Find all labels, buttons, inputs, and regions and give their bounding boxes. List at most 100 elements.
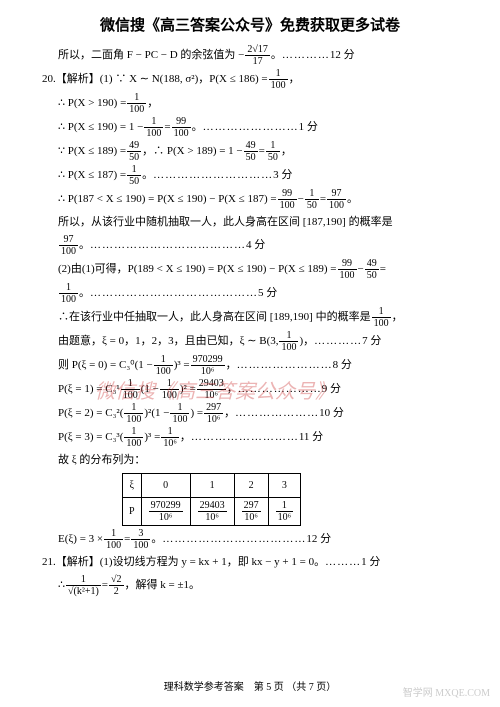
line-18: E(ξ) = 3 × 1100 = 3100 。 ……………………………… 12… [42, 528, 458, 551]
frac: 3100 [131, 528, 150, 551]
points: 11 分 [299, 427, 323, 448]
text: P(ξ = 2) = C₃²( [58, 403, 123, 424]
text: 21.【解析】(1)设切线方程为 y = kx + 1，即 kx − y + 1… [42, 552, 325, 573]
text: ，解得 k = ±1。 [125, 575, 201, 596]
text: P(ξ = 3) = C₃³( [58, 427, 123, 448]
frac: 99100 [278, 188, 297, 211]
points: 7 分 [362, 331, 381, 352]
text: E(ξ) = 3 × [58, 529, 103, 550]
frac: 110⁶ [161, 426, 179, 449]
text: ， [289, 69, 300, 90]
frac: 1100 [104, 528, 123, 551]
frac: 1100 [127, 92, 146, 115]
frac: 97100 [59, 234, 78, 257]
dots: ……… [325, 552, 361, 573]
cell: 2 [234, 473, 268, 497]
text: )²(1 − [144, 403, 169, 424]
dots: ………… [282, 45, 330, 66]
cell: 2940310⁶ [190, 497, 234, 525]
text: 。 [151, 529, 162, 550]
text: − [358, 259, 364, 280]
frac: 1100 [59, 282, 78, 305]
text: 20.【解析】(1) ∵ X ∼ N(188, σ²)，P(X ≤ 186) = [42, 69, 268, 90]
text: ∴ P(X > 190) = [58, 93, 126, 114]
cell: 97029910⁶ [141, 497, 190, 525]
text: = [124, 529, 130, 550]
points: 8 分 [333, 355, 352, 376]
cell: 29710⁶ [234, 497, 268, 525]
line-4: ∴ P(X ≤ 190) = 1 − 1100 = 99100 。 ………………… [42, 116, 458, 139]
text: 故 ξ 的分布列为： [58, 450, 145, 471]
dots: ………………… [238, 379, 322, 400]
line-9: (2)由(1)可得，P(189 < X ≤ 190) = P(X ≤ 190) … [42, 258, 458, 281]
text: 。 [142, 165, 153, 186]
text: 。 [347, 189, 358, 210]
frac: 97029910⁶ [191, 354, 225, 377]
text: 。 [79, 235, 90, 256]
text: ) = [190, 403, 203, 424]
line-17: 故 ξ 的分布列为： [42, 450, 458, 471]
line-2: 20.【解析】(1) ∵ X ∼ N(188, σ²)，P(X ≤ 186) =… [42, 68, 458, 91]
solution-content: 所以，二面角 F − PC − D 的余弦值为 − 2√1717 。 ………… … [0, 44, 500, 597]
line-12: 由题意，ξ = 0，1，2，3，且由已知，ξ ∼ B(3, 1100 )， ……… [42, 330, 458, 353]
text: (2)由(1)可得，P(189 < X ≤ 190) = P(X ≤ 190) … [58, 259, 337, 280]
points: 3 分 [273, 165, 292, 186]
frac: 1100 [269, 68, 288, 91]
text: )³ = [174, 355, 190, 376]
frac: 2√1717 [245, 44, 270, 67]
line-3: ∴ P(X > 190) = 1100 ， [42, 92, 458, 115]
text: = [102, 575, 108, 596]
frac: 4950 [244, 140, 258, 163]
dots: …………………… [203, 117, 299, 138]
dots: ………… [314, 331, 362, 352]
cell: 1 [190, 473, 234, 497]
line-14: P(ξ = 1) = C₃¹ 1100 (1 − 1100 )² = 29403… [42, 378, 458, 401]
cell: P [123, 497, 142, 525]
points: 9 分 [322, 379, 341, 400]
line-16: P(ξ = 3) = C₃³( 1100 )³ = 110⁶ ， …………………… [42, 426, 458, 449]
points: 10 分 [319, 403, 344, 424]
frac: 1100 [372, 306, 391, 329]
line-11: ∴在该行业中任抽取一人，此人身高在区间 [189,190] 中的概率是 1100… [42, 306, 458, 329]
frac: 1100 [170, 402, 189, 425]
text: = [320, 189, 326, 210]
text: = [380, 259, 386, 280]
text: )， [299, 331, 314, 352]
frac: 1100 [154, 354, 173, 377]
cell: 3 [268, 473, 301, 497]
frac: 29710⁶ [204, 402, 223, 425]
cell: ξ [123, 473, 142, 497]
text: )³ = [144, 427, 160, 448]
dots: ……………………………… [162, 529, 306, 550]
text: = [259, 141, 265, 162]
frac: 1100 [124, 426, 143, 449]
text: ， [281, 141, 292, 162]
text: ∴在该行业中任抽取一人，此人身高在区间 [189,190] 中的概率是 [58, 307, 371, 328]
frac: 150 [305, 188, 319, 211]
table-row: P 97029910⁶ 2940310⁶ 29710⁶ 110⁶ [123, 497, 301, 525]
text: )² = [180, 379, 196, 400]
text: 由题意，ξ = 0，1，2，3，且由已知，ξ ∼ B(3, [58, 331, 278, 352]
frac: 1100 [160, 378, 179, 401]
frac: 1√(k²+1) [66, 574, 101, 597]
text: ， [226, 355, 237, 376]
text: 。 [79, 283, 90, 304]
cell: 110⁶ [268, 497, 301, 525]
frac: 4950 [127, 140, 141, 163]
page-header: 微信搜《高三答案公众号》免费获取更多试卷 [0, 0, 500, 43]
line-19: 21.【解析】(1)设切线方程为 y = kx + 1，即 kx − y + 1… [42, 552, 458, 573]
line-6: ∴ P(X ≤ 187) = 150 。 ………………………… 3 分 [42, 164, 458, 187]
points: 1 分 [299, 117, 318, 138]
frac: 99100 [172, 116, 191, 139]
line-20: ∴ 1√(k²+1) = √22 ，解得 k = ±1。 [42, 574, 458, 597]
points: 5 分 [258, 283, 277, 304]
text: ∴ P(X ≤ 190) = 1 − [58, 117, 143, 138]
frac: 4950 [365, 258, 379, 281]
dots: ………………… [235, 403, 319, 424]
points: 1 分 [361, 552, 380, 573]
text: ， [147, 93, 158, 114]
line-1: 所以，二面角 F − PC − D 的余弦值为 − 2√1717 。 ………… … [42, 44, 458, 67]
text: ， [180, 427, 191, 448]
text: (1 − [141, 379, 159, 400]
distribution-table: ξ 0 1 2 3 P 97029910⁶ 2940310⁶ 29710⁶ 11… [122, 473, 301, 526]
